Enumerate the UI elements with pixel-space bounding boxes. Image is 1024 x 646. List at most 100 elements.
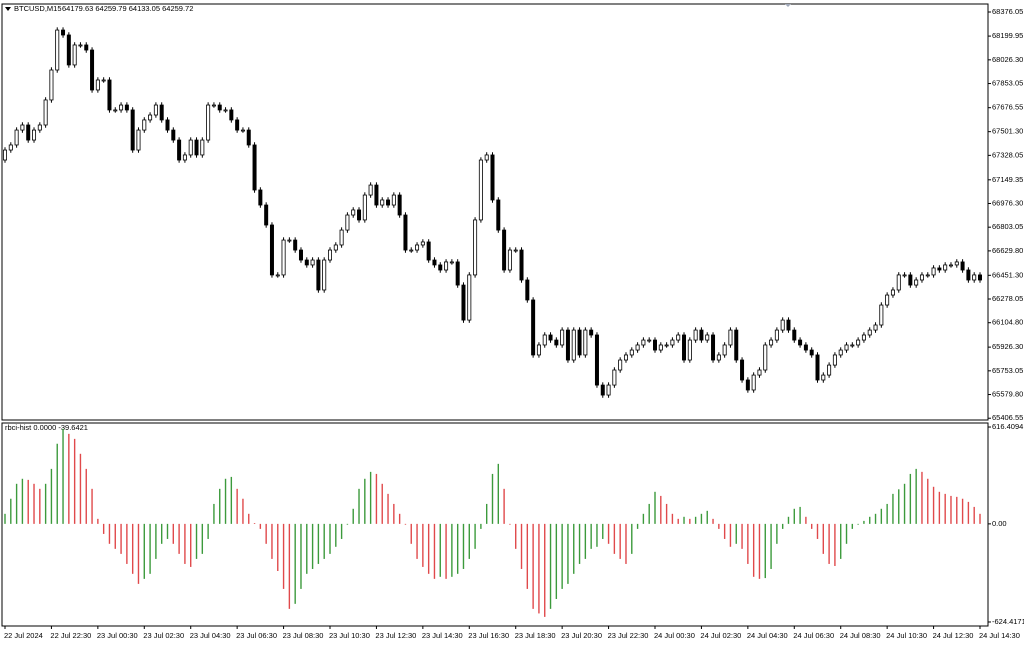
candle-body: [391, 194, 396, 206]
candle-body: [850, 344, 855, 347]
menu-arrow[interactable]: [5, 7, 11, 11]
candle-body: [49, 69, 54, 101]
candle-body: [287, 239, 292, 242]
candle-body: [919, 274, 924, 281]
x-tick-label: 23 Jul 16:30: [468, 631, 509, 640]
candle-body: [211, 104, 216, 107]
candle-body: [293, 239, 298, 251]
candle-body: [420, 241, 425, 246]
candle-body: [136, 129, 141, 151]
candle-body: [641, 339, 646, 346]
candle-body: [757, 369, 762, 376]
candle-body: [664, 344, 669, 347]
candle-body: [95, 79, 100, 91]
candle-body: [623, 354, 628, 361]
x-tick-label: 24 Jul 14:30: [979, 631, 1020, 640]
candle-body: [252, 144, 257, 191]
y-tick-label: 66803.05: [992, 222, 1023, 231]
candle-body: [931, 267, 936, 276]
candle-body: [333, 244, 338, 251]
candle-body: [142, 119, 147, 131]
candle-body: [856, 339, 861, 346]
x-tick-label: 23 Jul 12:30: [375, 631, 416, 640]
candle-body: [409, 249, 414, 252]
y-tick-label: 0.00: [992, 519, 1007, 528]
candle-body: [676, 334, 681, 341]
candle-body: [32, 129, 37, 141]
candle-body: [890, 289, 895, 296]
candle-body: [699, 329, 704, 341]
candle-body: [455, 261, 460, 286]
candle-body: [914, 279, 919, 286]
candle-body: [177, 139, 182, 161]
candle-body: [560, 329, 565, 346]
y-tick-label: 66976.30: [992, 198, 1023, 207]
candle-body: [716, 354, 721, 361]
candle-body: [954, 261, 959, 266]
candle-body: [798, 339, 803, 346]
candle-body: [101, 79, 106, 82]
x-tick-label: 23 Jul 00:30: [97, 631, 138, 640]
candle-body: [55, 29, 60, 71]
x-tick-label: 24 Jul 02:30: [700, 631, 741, 640]
candle-body: [809, 349, 814, 356]
candle-body: [467, 274, 472, 321]
candle-body: [438, 264, 443, 271]
symbol-title: BTCUSD,M15: [14, 4, 62, 13]
candle-body: [26, 124, 31, 141]
y-tick-label: 66104.80: [992, 318, 1023, 327]
candle-body: [740, 359, 745, 381]
candle-body: [368, 184, 373, 196]
x-tick-label: 24 Jul 00:30: [654, 631, 695, 640]
candle-body: [107, 79, 112, 111]
shift-marker[interactable]: [785, 4, 791, 7]
y-tick-label: 67501.30: [992, 127, 1023, 136]
candle-body: [612, 369, 617, 386]
candle-body: [653, 339, 658, 351]
candle-body: [687, 339, 692, 361]
candle-body: [119, 104, 124, 111]
candle-body: [635, 344, 640, 351]
candle-body: [432, 259, 437, 266]
x-tick-label: 23 Jul 22:30: [608, 631, 649, 640]
candle-body: [310, 259, 315, 266]
candle-body: [513, 249, 518, 252]
candle-body: [693, 329, 698, 341]
candle-body: [948, 264, 953, 267]
y-tick-label: 67328.05: [992, 150, 1023, 159]
y-tick-label: 67149.35: [992, 175, 1023, 184]
x-tick-label: 24 Jul 04:30: [747, 631, 788, 640]
candle-body: [206, 104, 211, 141]
candle-body: [525, 279, 530, 301]
candle-body: [937, 267, 942, 271]
candle-body: [159, 104, 164, 121]
candle-body: [925, 274, 930, 277]
candle-body: [728, 329, 733, 346]
candle-body: [908, 274, 913, 286]
candle-body: [72, 44, 77, 66]
candle-body: [8, 144, 13, 151]
ohlc-readout: 64179.63 64259.79 64133.05 64259.72: [62, 4, 193, 13]
x-tick-label: 23 Jul 14:30: [422, 631, 463, 640]
candle-body: [606, 384, 611, 396]
candle-body: [14, 129, 19, 146]
x-tick-label: 23 Jul 20:30: [561, 631, 602, 640]
candle-body: [774, 329, 779, 341]
candle-body: [507, 249, 512, 271]
y-tick-label: 67853.05: [992, 79, 1023, 88]
candle-body: [20, 124, 25, 131]
candle-body: [531, 299, 536, 356]
candle-body: [171, 129, 176, 141]
candle-body: [583, 329, 588, 356]
candle-body: [879, 304, 884, 326]
candle-body: [658, 344, 663, 351]
candle-body: [304, 259, 309, 266]
candle-body: [536, 344, 541, 356]
candle-body: [943, 264, 948, 271]
candle-body: [386, 199, 391, 206]
candle-body: [803, 344, 808, 351]
candle-body: [838, 349, 843, 356]
candle-body: [670, 339, 675, 346]
candle-body: [357, 209, 362, 221]
